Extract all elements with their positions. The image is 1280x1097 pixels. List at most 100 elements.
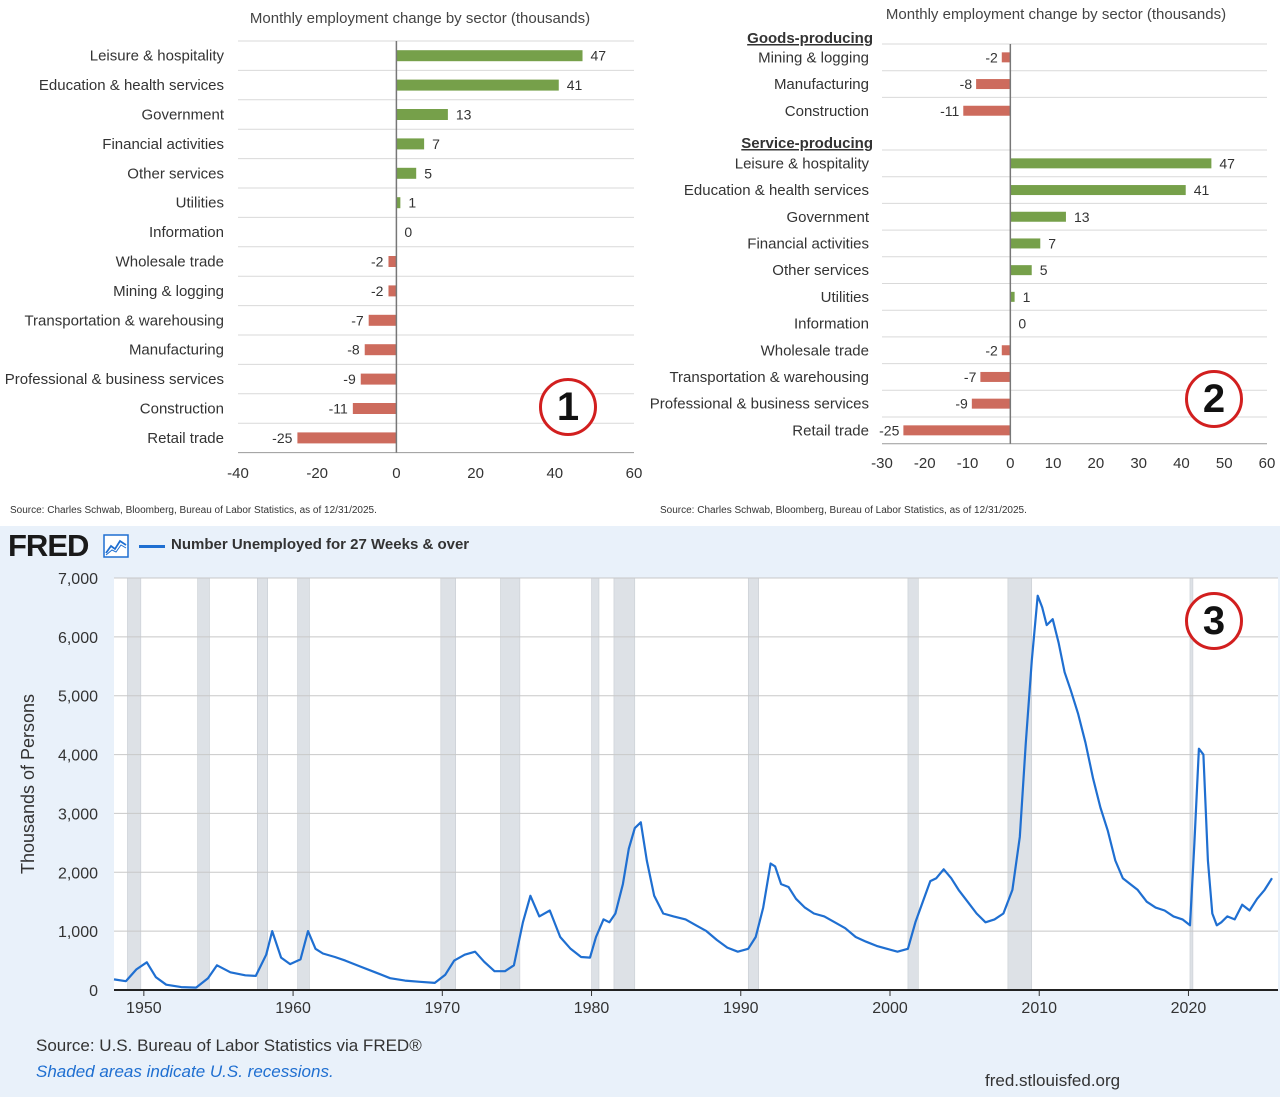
fred-x-tick: 1950 [126,1000,162,1017]
panel2-value-label: 0 [1018,316,1026,332]
panel1-category-label: Construction [140,401,224,418]
panel1-value-label: -8 [347,342,360,358]
panel1-value-label: -9 [343,371,356,387]
panel2-value-label: 5 [1040,262,1048,278]
panel2-bar [976,79,1011,90]
panel2-bar [1010,238,1041,249]
panel2-category-label: Other services [772,262,869,279]
panel1-category-label: Government [141,107,224,124]
fred-y-tick: 0 [89,983,98,1000]
panel2-category-label: Financial activities [747,235,869,252]
panel2-x-tick: 50 [1216,455,1233,472]
panel2-value-label: 1 [1023,289,1031,305]
panel1-bar [368,314,397,326]
panel1-bar [352,403,397,414]
fred-logo[interactable]: FRED [8,528,89,563]
panel2-value-label: -2 [985,49,998,65]
panel2-x-tick: -30 [871,455,893,472]
panel2-category-label: Construction [785,103,869,120]
panel2-bar [903,425,1011,436]
bar-charts-canvas: Monthly employment change by sector (tho… [5,6,1276,482]
panel1-value-label: 47 [591,48,607,64]
fred-x-tick: 2000 [872,1000,908,1017]
panel2-group-header: Goods-producing [747,30,873,47]
panel1-category-label: Manufacturing [129,342,224,359]
panel2-value-label: 41 [1194,182,1210,198]
fred-x-tick: 1980 [574,1000,610,1017]
fred-recession-band [591,577,600,991]
fred-recession-note: Shaded areas indicate U.S. recessions. [36,1062,334,1081]
panel1-value-label: -2 [371,254,384,270]
fred-recession-band [1007,577,1033,991]
panel1-bar [396,109,448,120]
fred-y-tick: 3,000 [58,806,98,823]
panel2-category-label: Information [794,316,869,333]
panel1-category-label: Retail trade [147,430,224,447]
panel1-bar [396,167,417,179]
panel2-category-label: Government [786,209,869,226]
panel2-category-label: Mining & logging [758,49,869,66]
graph-icon[interactable] [103,534,129,558]
panel2-category-label: Manufacturing [774,76,869,93]
panel2-value-label: -11 [940,103,959,119]
fred-recession-band [500,577,521,991]
panel1-value-label: -25 [272,430,292,446]
fred-y-axis-label: Thousands of Persons [18,694,38,874]
panel1-x-tick: 20 [467,465,484,482]
fred-url[interactable]: fred.stlouisfed.org [985,1071,1121,1090]
fred-panel: FRED Number Unemployed for 27 Weeks & ov… [0,526,1280,1097]
panel1-x-tick: 60 [626,465,643,482]
panel2-bar [1010,265,1032,276]
panel2-bar [963,105,1011,116]
panel2-bar [971,398,1011,409]
panel1-category-label: Financial activities [102,136,224,153]
panel2-badge: 2 [1185,370,1243,428]
fred-y-tick: 2,000 [58,865,98,882]
fred-recession-band [297,577,310,991]
panel1-category-label: Professional & business services [5,371,224,388]
fred-x-tick: 2010 [1021,1000,1057,1017]
legend-label[interactable]: Number Unemployed for 27 Weeks & over [171,536,470,553]
fred-series-line [113,594,1273,989]
panel1-category-label: Mining & logging [113,283,224,300]
panel2-category-label: Leisure & hospitality [735,155,870,172]
panel1-value-label: 41 [567,77,583,93]
panel1-bar [388,285,397,297]
panel2-value-label: -7 [964,369,977,385]
fred-y-tick: 4,000 [58,748,98,765]
panel1-category-label: Information [149,224,224,241]
panel2-category-label: Professional & business services [650,396,869,413]
panel2-value-label: -8 [960,76,973,92]
panel2-bar [1010,158,1212,169]
panel2-value-label: 47 [1219,155,1235,171]
fred-x-tick: 1960 [275,1000,311,1017]
fred-y-tick: 6,000 [58,630,98,647]
panel1-value-label: -7 [351,312,364,328]
panel3-badge: 3 [1185,592,1243,650]
panel2-x-tick: 20 [1088,455,1105,472]
fred-plot-area [114,578,1278,990]
panel1-category-label: Wholesale trade [116,254,224,271]
panel1-x-tick: 0 [392,465,400,482]
panel2-x-tick: -10 [957,455,979,472]
panel1-bar [297,432,397,444]
panel2-value-label: 7 [1048,235,1056,251]
panel1-bar [396,79,559,91]
legend-swatch [139,545,165,548]
panel1-badge: 1 [539,378,597,436]
panel1-bar [396,197,401,209]
panel2-value-label: 13 [1074,209,1090,225]
panel2-category-label: Education & health services [684,182,869,199]
panel1-value-label: -2 [371,283,384,299]
panel1-value-label: -11 [329,401,348,417]
panel1-category-label: Other services [127,165,224,182]
fred-recession-band [197,577,210,991]
fred-recession-band [440,577,456,991]
fred-recession-band [257,577,268,991]
panel1-value-label: 7 [432,136,440,152]
fred-line-chart: 0 1,000 2,000 3,000 4,000 5,000 6,000 7,000 1950… [18,571,1278,1017]
fred-recession-band [127,577,142,991]
panel1-bar [364,344,397,356]
panel1-value-label: 1 [408,195,416,211]
panel1-value-label: 5 [424,165,432,181]
